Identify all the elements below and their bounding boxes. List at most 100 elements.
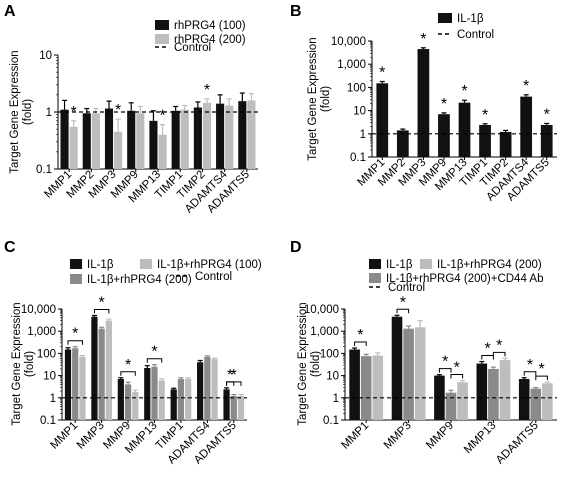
panel-a-bar-mmp3-s0 — [104, 108, 114, 169]
panel-c-bracket-star: * — [125, 357, 131, 374]
panel-b-bar-mmp2-s0 — [396, 130, 409, 157]
panel-a-bar-mmp2-s1 — [91, 113, 100, 169]
panel-c-y-tick-label: 10 — [43, 371, 56, 383]
panel-d-bracket-star: * — [400, 294, 406, 311]
panel-c-significance-bracket — [93, 308, 110, 314]
panel-b-y-tick-label: 0.1 — [350, 152, 366, 164]
panel-b-y-tick-label: 10,000 — [331, 36, 366, 48]
panel-a-bar-mmp9-s0 — [127, 110, 136, 169]
panel-a-bar-adamts5-s1 — [247, 100, 256, 169]
panel-d-x-tick-label: MMP1 — [339, 420, 371, 452]
panel-a-legend-swatch-s0 — [155, 20, 169, 30]
panel-a-bar-timp2-s0 — [193, 107, 202, 169]
panel-a-legend-label-s1: rhPRG4 (200) — [174, 34, 246, 46]
panel-label-d: D — [290, 239, 302, 256]
panel-b-significance-star: * — [441, 96, 447, 113]
panel-d-legend-label-s2: IL-1β+rhPRG4 (200) — [437, 259, 542, 271]
panel-d-significance-bracket — [481, 355, 494, 360]
panel-c-legend-label-s2: IL-1β+rhPRG4 (100) — [157, 259, 262, 271]
panel-d-legend-label-s1: IL-1β+rhPRG4 (200)+CD44 Ab — [386, 273, 543, 285]
panel-c-bar-adamts5-s1 — [230, 396, 237, 420]
panel-c-y-axis-label-line2: (fold) — [24, 351, 36, 377]
panel-a-bar-adamts4-s0 — [216, 103, 225, 169]
panel-a-legend-label-s0: rhPRG4 (100) — [174, 20, 246, 32]
panel-c-significance-bracket — [67, 340, 83, 345]
panel-d-legend-control-label: Control — [388, 282, 425, 294]
panel-c-bar-mmp13-s0 — [144, 367, 151, 420]
panel-d-bar-adamts5-s2 — [542, 383, 553, 420]
panel-b-bar-timp1-s0 — [479, 124, 491, 157]
panel-c-chart: Target Gene Expression(fold) 0.1 1 10 100 1,0… — [11, 259, 262, 467]
panel-c-y-axis-label-line1: Target Gene Expression — [11, 302, 23, 425]
panel-d-significance-bracket — [450, 374, 464, 379]
panel-a-legend-control-label: Control — [174, 42, 211, 54]
panel-d-bracket-star: * — [538, 361, 544, 378]
panel-c-bar-mmp9-s1 — [124, 384, 132, 420]
panel-d-x-tick-label: MMP9 — [424, 420, 456, 452]
panel-d-y-tick-label: 10 — [326, 371, 339, 383]
panel-d-bar-mmp1-s1 — [360, 356, 372, 420]
panel-d-significance-bracket — [492, 351, 506, 357]
panel-a-significance-star: * — [204, 82, 210, 99]
panel-d-y-tick-label: 0.1 — [323, 415, 339, 427]
panel-b-y-tick-label: 1 — [360, 129, 366, 141]
panel-c-bar-mmp1-s2 — [79, 356, 86, 420]
panel-d-y-axis-label: Target Gene Expression(fold) — [297, 302, 322, 425]
panel-d-bar-mmp1-s2 — [372, 355, 384, 420]
panel-a-y-axis-label: Target Gene Expression(fold) — [9, 50, 34, 173]
panel-d-significance-bracket — [438, 368, 452, 373]
panel-c-y-tick-label: 100 — [37, 348, 56, 360]
panel-a-bar-mmp9-s1 — [136, 113, 145, 169]
panel-c-legend-label-s1: IL-1β+rhPRG4 (200) — [87, 274, 192, 286]
panel-d-y-axis-label-line1: Target Gene Expression — [297, 302, 309, 425]
panel-d-bracket-star: * — [484, 341, 490, 358]
panel-b-bar-mmp13-s0 — [458, 102, 471, 157]
panel-b-significance-star: * — [379, 64, 385, 81]
panel-b-significance-star: * — [482, 107, 488, 124]
panel-a-bar-mmp13-s1 — [158, 134, 167, 169]
panel-c-legend-swatch-s2 — [140, 259, 152, 269]
panel-c-bar-mmp9-s0 — [117, 379, 124, 420]
panel-c-legend-control-label: Control — [195, 271, 232, 283]
panel-d-y-axis-label-line2: (fold) — [310, 351, 322, 377]
panel-a-bar-mmp1-s0 — [60, 109, 69, 169]
panel-c-y-tick-label: 1,000 — [27, 326, 56, 338]
panel-d-y-tick-label: 1,000 — [310, 326, 339, 338]
panel-c-bar-mmp3-s2 — [105, 320, 112, 420]
panel-a-significance-star: * — [71, 104, 77, 121]
panel-b-y-tick-label: 1,000 — [337, 59, 366, 71]
panel-d-legend-swatch-s2 — [420, 259, 432, 269]
panel-d-x-tick-label: MMP13 — [462, 420, 499, 457]
panel-c-significance-bracket — [226, 381, 235, 386]
panel-d-legend-swatch-s1 — [369, 273, 381, 283]
panel-a-bar-timp1-s0 — [171, 110, 180, 169]
panel-c-bar-timp1-s1 — [177, 379, 185, 420]
panel-b-significance-star: * — [461, 83, 467, 100]
panel-d-x-tick-label: ADAMTS5 — [494, 420, 541, 467]
panel-c-bracket-star: * — [99, 294, 105, 311]
panel-a-bar-timp1-s1 — [180, 109, 189, 169]
panel-d-significance-bracket — [396, 308, 410, 314]
panel-c-bar-timp1-s0 — [170, 389, 177, 420]
panel-c-bar-mmp1-s1 — [72, 348, 79, 420]
panel-c-bracket-star: * — [151, 344, 157, 361]
panel-b-legend-control-label: Control — [457, 29, 494, 41]
panel-b-y-tick-label: 100 — [347, 82, 366, 94]
panel-d-bar-mmp9-s2 — [457, 382, 468, 420]
panel-c-y-tick-label: 0.1 — [40, 415, 56, 427]
panel-c-bracket-star: * — [231, 367, 237, 384]
panel-d-bar-mmp3-s2 — [414, 327, 426, 420]
panel-b-bar-adamts5-s0 — [540, 124, 553, 157]
panel-a-significance-star: * — [115, 102, 121, 119]
panel-a-y-axis-label-line1: Target Gene Expression — [9, 50, 21, 173]
panel-d-legend-label-s0: IL-1β — [386, 259, 413, 271]
panel-c-bar-mmp1-s0 — [64, 349, 72, 420]
panel-d-significance-bracket — [354, 341, 367, 347]
panel-a-bar-adamts5-s0 — [238, 101, 247, 169]
panel-c-bar-adamts4-s0 — [197, 362, 204, 420]
panel-b-y-axis-label: Target Gene Expression(fold) — [307, 37, 332, 160]
panel-d-x-tick-label: MMP3 — [382, 420, 414, 452]
panel-d-y-tick-label: 1 — [333, 393, 339, 405]
panel-c-y-tick-label: 1 — [50, 393, 56, 405]
panel-d-bar-mmp3-s1 — [403, 328, 414, 420]
